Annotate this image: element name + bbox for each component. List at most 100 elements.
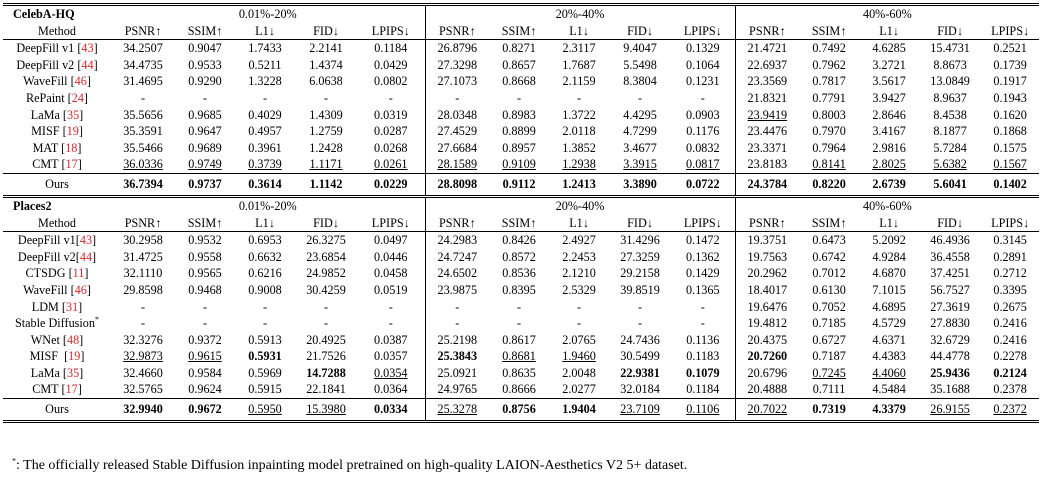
metric-value: 26.9155 — [919, 398, 982, 424]
method-name: DeepFill v1 [43] — [16, 41, 98, 56]
method-name: MAT [18] — [32, 140, 82, 155]
citation-link[interactable]: 17 — [65, 157, 78, 172]
metric-value: 0.1064 — [686, 57, 720, 72]
citation-link[interactable]: 18 — [65, 140, 78, 155]
citation-link[interactable]: 11 — [72, 266, 85, 281]
metric-value: 0.3395 — [993, 282, 1027, 297]
metric-value: 32.9940 — [111, 398, 175, 424]
metric-value: 0.9624 — [188, 382, 222, 397]
metric-value: 0.1231 — [686, 74, 720, 89]
metric-value: 0.8426 — [502, 233, 536, 248]
metric-value: 0.0497 — [374, 233, 408, 248]
metric-value: 3.5617 — [872, 74, 906, 89]
metric-value: 22.9381 — [620, 365, 660, 380]
metric-value: 3.4677 — [623, 140, 657, 155]
metric-value: 0.8681 — [502, 349, 536, 364]
citation-link[interactable]: 35 — [66, 107, 80, 122]
metric-value: 0.0832 — [686, 140, 720, 155]
metric-value: 0.2712 — [993, 266, 1027, 281]
metric-value: 24.6502 — [424, 265, 490, 282]
metric-value: 0.8657 — [502, 57, 536, 72]
citation-link[interactable]: 31 — [65, 299, 79, 314]
citation-link[interactable]: 17 — [65, 382, 78, 397]
metric-value: 5.6382 — [933, 157, 967, 172]
metric-value: 0.9685 — [188, 107, 222, 122]
citation-link[interactable]: 44 — [81, 57, 94, 72]
metric-value: 0.9689 — [188, 140, 222, 155]
metric-value: 0.1184 — [374, 41, 408, 56]
metric-header: PSNR↑ — [424, 22, 490, 41]
metric-value: 0.0387 — [374, 332, 408, 347]
metric-value: 29.2158 — [620, 266, 660, 281]
citation-link[interactable]: 24 — [71, 90, 84, 105]
metric-value: 1.1142 — [295, 172, 357, 197]
metric-value: - — [577, 316, 582, 331]
metric-value: - — [140, 299, 146, 314]
metric-value: 24.7436 — [620, 332, 660, 347]
citation-link[interactable]: 43 — [79, 233, 93, 248]
range-header: 40%-60% — [734, 2, 1040, 23]
metric-value: 8.1877 — [933, 124, 967, 139]
method-label: LaMa — [30, 107, 60, 122]
method-name: MISF [19] — [29, 349, 85, 364]
metric-value: 25.3843 — [424, 348, 490, 365]
metric-value: 31.4296 — [620, 233, 660, 248]
metric-header: LPIPS↓ — [671, 22, 736, 41]
method-row: LaMa [35] 32.4660 0.9584 0.5969 14.7288 0.035… — [3, 364, 1039, 382]
metric-value: 0.7187 — [812, 349, 846, 364]
metric-value: 1.4309 — [309, 107, 343, 122]
method-row: MISF [19] 32.9873 0.9615 0.5931 21.7526 0.035… — [3, 348, 1039, 365]
method-label: WaveFill — [23, 282, 68, 297]
metric-value: 8.3804 — [623, 74, 657, 89]
metric-value: 0.2278 — [993, 349, 1027, 364]
metric-value: 0.7052 — [812, 299, 846, 314]
metric-value: 2.1159 — [562, 74, 596, 89]
citation-link[interactable]: 35 — [66, 365, 80, 380]
method-row: WNet [48] 32.3276 0.9372 0.5913 20.4925 0.038… — [3, 331, 1039, 349]
citation-link[interactable]: 19 — [66, 124, 79, 139]
metric-value: 8.4538 — [933, 107, 967, 122]
method-label: DeepFill v2 — [17, 249, 76, 264]
metric-value: 4.4383 — [872, 349, 906, 364]
metric-value: - — [517, 90, 522, 105]
citation-spacer — [60, 333, 63, 347]
citation-link[interactable]: 43 — [81, 41, 94, 56]
metric-value: 27.4529 — [424, 123, 490, 140]
metric-header: L1↓ — [235, 22, 295, 41]
citation-link[interactable]: 48 — [66, 332, 80, 347]
metric-value: 0.1184 — [686, 382, 720, 397]
metric-header: LPIPS↓ — [981, 22, 1040, 41]
method-name: DeepFill v2 [44] — [16, 57, 98, 72]
citation-link[interactable]: 19 — [68, 349, 81, 364]
citation-link[interactable]: 44 — [79, 249, 93, 264]
method-row: WaveFill [46] 31.4695 0.9290 1.3228 6.0638 0.… — [3, 73, 1039, 90]
header-row-ranges: Places2 0.01%-20% 20%-40% 40%-60% — [3, 194, 1040, 215]
metric-value: 4.6285 — [872, 41, 906, 56]
metric-value: 1.3228 — [248, 74, 282, 89]
metric-value: 4.6870 — [872, 266, 906, 281]
method-row: MAT [18] 35.5466 0.9689 0.3961 1.2428 0.0268 2… — [3, 139, 1039, 157]
metric-value: 0.1329 — [686, 41, 720, 56]
method-name: Ours — [3, 398, 111, 424]
metric-value: 0.7817 — [812, 74, 846, 89]
metric-value: 0.5931 — [248, 349, 282, 364]
citation-link[interactable]: 46 — [74, 74, 87, 89]
metric-value: 27.3619 — [930, 299, 970, 314]
metric-value: 0.7319 — [799, 398, 860, 424]
range-header: 40%-60% — [734, 194, 1040, 215]
metric-value: 1.9460 — [562, 349, 596, 364]
citation-spacer — [68, 283, 71, 297]
metric-value: 0.2521 — [993, 41, 1027, 56]
metric-value: 0.8572 — [502, 249, 536, 264]
range-header: 0.01%-20% — [111, 194, 426, 215]
citation-spacer — [58, 157, 61, 171]
metric-value: 24.2983 — [424, 231, 490, 249]
method-label: CMT — [32, 382, 59, 397]
metric-value: 20.4375 — [734, 331, 800, 349]
citation-link[interactable]: 46 — [74, 282, 87, 297]
metric-value: 0.9672 — [175, 398, 235, 424]
metric-value: - — [140, 90, 146, 105]
metric-value: 32.1110 — [123, 266, 163, 281]
metric-value: 6.0638 — [309, 74, 343, 89]
